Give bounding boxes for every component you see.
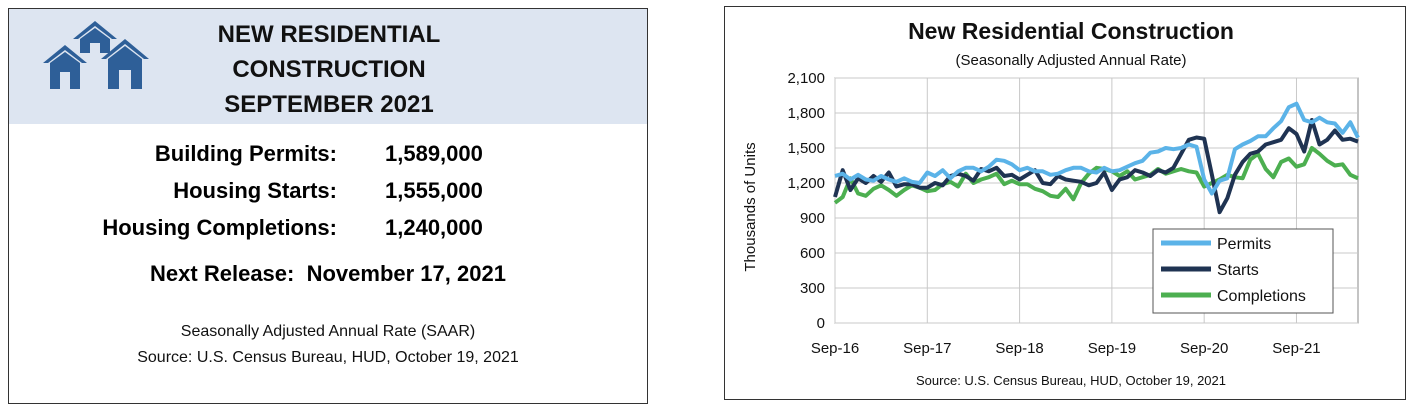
footnote-line: Source: U.S. Census Bureau, HUD, October…	[137, 349, 519, 366]
x-tick-label: Sep-16	[811, 340, 859, 357]
legend: Permits Starts Completions	[1152, 228, 1334, 314]
y-tick-label: 300	[800, 280, 825, 297]
y-tick-label: 2,100	[787, 70, 825, 87]
stat-value: 1,589,000	[385, 141, 483, 166]
grid-layer	[834, 77, 1359, 324]
y-tick-label: 900	[800, 210, 825, 227]
stat-label: Housing Starts:	[173, 178, 337, 203]
y-tick-label: 1,200	[787, 175, 825, 192]
stat-row-starts: Housing Starts: 1,555,000	[9, 178, 647, 214]
x-tick-label: Sep-18	[995, 340, 1043, 357]
x-tick-label: Sep-19	[1088, 340, 1136, 357]
series-line-starts	[833, 118, 1359, 215]
stat-row-permits: Building Permits: 1,589,000	[9, 141, 647, 177]
legend-label: Permits	[1217, 236, 1271, 253]
chart-title: New Residential Construction	[908, 18, 1234, 44]
summary-card: NEW RESIDENTIAL CONSTRUCTION SEPTEMBER 2…	[8, 8, 648, 404]
y-tick-label: 600	[800, 245, 825, 262]
series-layer	[833, 101, 1360, 215]
footnote-line: Seasonally Adjusted Annual Rate (SAAR)	[180, 323, 476, 340]
summary-header: NEW RESIDENTIAL CONSTRUCTION SEPTEMBER 2…	[9, 9, 647, 124]
tick-layer: 0 300 600 900 1,200 1,500 1,800 2,100 Sep-16 Sep-…	[787, 70, 1320, 357]
summary-footnote: Seasonally Adjusted Annual Rate (SAAR) S…	[9, 319, 647, 371]
x-tick-label: Sep-20	[1180, 340, 1228, 357]
stat-label: Building Permits:	[154, 141, 337, 166]
y-tick-label: 0	[817, 315, 825, 332]
summary-title-line: SEPTEMBER 2021	[224, 91, 434, 118]
stat-value: 1,555,000	[385, 178, 483, 203]
stat-row-completions: Housing Completions: 1,240,000	[9, 215, 647, 251]
stat-label: Housing Completions:	[102, 215, 337, 240]
chart-card: New Residential Construction (Seasonally…	[724, 6, 1406, 400]
next-release-label: Next Release:	[150, 261, 295, 286]
x-tick-label: Sep-17	[903, 340, 951, 357]
line-chart: New Residential Construction (Seasonally…	[742, 18, 1360, 388]
series-line-completions	[833, 146, 1359, 205]
legend-label: Completions	[1217, 288, 1306, 305]
houses-icon	[43, 21, 149, 89]
y-tick-label: 1,500	[787, 140, 825, 157]
chart-subtitle: (Seasonally Adjusted Annual Rate)	[956, 52, 1187, 69]
next-release-date: November 17, 2021	[306, 261, 506, 286]
summary-title-line: NEW RESIDENTIAL	[217, 21, 441, 48]
summary-title: NEW RESIDENTIAL CONSTRUCTION SEPTEMBER 2…	[129, 17, 529, 122]
legend-label: Starts	[1217, 262, 1259, 279]
x-tick-label: Sep-21	[1272, 340, 1320, 357]
y-tick-label: 1,800	[787, 105, 825, 122]
y-axis-label: Thousands of Units	[742, 142, 759, 271]
chart-source: Source: U.S. Census Bureau, HUD, October…	[916, 373, 1226, 388]
stat-value: 1,240,000	[385, 215, 483, 240]
series-line-permits	[834, 101, 1360, 196]
summary-title-line: CONSTRUCTION	[232, 56, 426, 83]
next-release: Next Release: November 17, 2021	[9, 261, 647, 287]
